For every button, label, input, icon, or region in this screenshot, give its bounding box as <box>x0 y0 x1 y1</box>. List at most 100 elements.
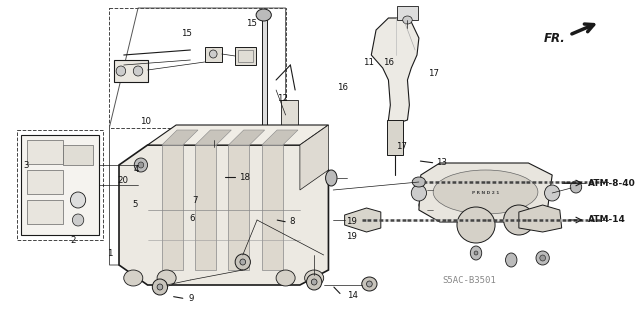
Text: 6: 6 <box>189 214 195 223</box>
Ellipse shape <box>152 279 168 295</box>
Text: 1: 1 <box>107 249 112 258</box>
Polygon shape <box>228 145 250 270</box>
Text: 15: 15 <box>246 19 257 28</box>
Ellipse shape <box>403 16 412 24</box>
Ellipse shape <box>240 259 246 265</box>
Ellipse shape <box>367 281 372 287</box>
Bar <box>235 47 256 65</box>
Polygon shape <box>262 130 298 145</box>
Ellipse shape <box>540 255 545 261</box>
Text: 17: 17 <box>428 69 439 78</box>
Bar <box>17 130 103 240</box>
Text: P R N D 2 1: P R N D 2 1 <box>472 191 499 195</box>
Ellipse shape <box>211 151 218 159</box>
Polygon shape <box>228 130 265 145</box>
Polygon shape <box>195 145 216 270</box>
Text: 18: 18 <box>239 173 250 182</box>
Ellipse shape <box>311 279 317 285</box>
Bar <box>63 145 93 165</box>
Text: 4: 4 <box>134 165 140 174</box>
Text: 13: 13 <box>436 158 447 167</box>
Ellipse shape <box>419 200 434 210</box>
Ellipse shape <box>536 251 549 265</box>
Polygon shape <box>344 208 381 232</box>
Text: 19: 19 <box>346 232 357 241</box>
Ellipse shape <box>419 180 434 190</box>
Text: 2: 2 <box>70 236 76 245</box>
Ellipse shape <box>116 66 125 76</box>
Ellipse shape <box>70 192 86 208</box>
Ellipse shape <box>545 185 560 201</box>
Ellipse shape <box>326 170 337 186</box>
Text: 16: 16 <box>383 58 394 67</box>
Polygon shape <box>148 125 328 145</box>
Text: 19: 19 <box>346 217 357 226</box>
Polygon shape <box>119 145 328 285</box>
Ellipse shape <box>362 277 377 291</box>
Polygon shape <box>262 145 283 270</box>
Text: 12: 12 <box>277 94 288 103</box>
Ellipse shape <box>276 270 295 286</box>
Bar <box>397 6 418 20</box>
Text: 16: 16 <box>337 83 348 92</box>
Ellipse shape <box>134 158 148 172</box>
Bar <box>387 120 403 155</box>
Ellipse shape <box>307 274 322 290</box>
Bar <box>109 8 285 128</box>
Ellipse shape <box>124 270 143 286</box>
Text: 5: 5 <box>133 200 138 209</box>
Text: ATM-14: ATM-14 <box>588 216 626 225</box>
Ellipse shape <box>412 185 426 201</box>
Text: ATM-8-40: ATM-8-40 <box>588 179 636 188</box>
Ellipse shape <box>305 270 324 286</box>
Text: 8: 8 <box>289 217 295 226</box>
Polygon shape <box>195 130 231 145</box>
Bar <box>238 50 253 62</box>
Ellipse shape <box>457 207 495 243</box>
Text: 7: 7 <box>192 197 197 205</box>
Bar <box>205 47 222 62</box>
Bar <box>27 140 63 164</box>
Ellipse shape <box>138 162 144 168</box>
Ellipse shape <box>207 147 222 163</box>
Ellipse shape <box>433 170 538 214</box>
Text: FR.: FR. <box>544 32 566 44</box>
Ellipse shape <box>133 66 143 76</box>
Polygon shape <box>300 125 328 190</box>
Text: 20: 20 <box>117 176 128 185</box>
Text: 17: 17 <box>396 142 407 151</box>
Ellipse shape <box>474 251 478 255</box>
Text: 10: 10 <box>140 117 151 126</box>
Text: 15: 15 <box>181 29 192 38</box>
Bar <box>27 200 63 224</box>
Text: S5AC-B3501: S5AC-B3501 <box>442 276 496 285</box>
Polygon shape <box>419 163 552 222</box>
Text: 9: 9 <box>189 294 195 303</box>
Ellipse shape <box>256 9 271 21</box>
Ellipse shape <box>504 205 534 235</box>
Ellipse shape <box>570 181 582 193</box>
Ellipse shape <box>543 208 556 222</box>
Polygon shape <box>162 130 198 145</box>
Bar <box>262 10 267 140</box>
Bar <box>21 135 99 235</box>
Ellipse shape <box>209 50 217 58</box>
Ellipse shape <box>157 284 163 290</box>
Ellipse shape <box>470 246 482 260</box>
Ellipse shape <box>547 212 552 218</box>
Polygon shape <box>162 145 183 270</box>
Bar <box>115 60 148 82</box>
Text: 3: 3 <box>23 161 29 170</box>
Polygon shape <box>371 18 419 125</box>
Ellipse shape <box>72 214 84 226</box>
Text: 11: 11 <box>362 58 374 67</box>
Ellipse shape <box>235 254 250 270</box>
Text: 14: 14 <box>348 291 358 300</box>
Polygon shape <box>519 205 562 232</box>
Bar <box>27 170 63 194</box>
Ellipse shape <box>506 253 517 267</box>
Bar <box>209 160 220 168</box>
Ellipse shape <box>157 270 176 286</box>
Bar <box>281 100 298 130</box>
Ellipse shape <box>412 177 426 187</box>
